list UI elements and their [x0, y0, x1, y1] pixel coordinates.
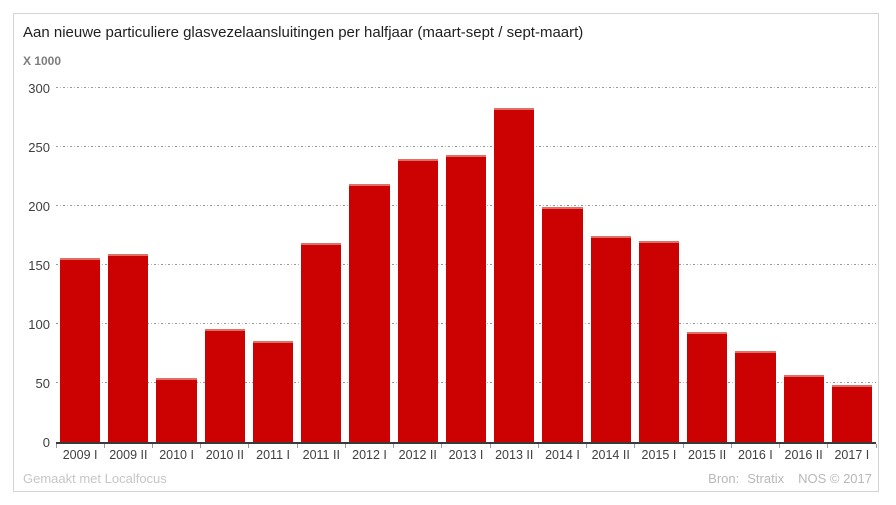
- y-tick-label: 50: [35, 376, 50, 391]
- gridline-250: [56, 145, 876, 147]
- y-tick-label: 0: [42, 435, 50, 450]
- axis-tick: [103, 444, 105, 448]
- y-tick-label: 100: [28, 316, 50, 332]
- axis-tick: [344, 444, 346, 448]
- axis-tick: [393, 444, 395, 448]
- x-tick-label: 2013 I: [448, 448, 484, 462]
- y-axis: 0 50 100 150 200 250 300: [14, 81, 50, 450]
- axis-tick: [151, 444, 153, 448]
- bar-slot: [394, 88, 442, 442]
- bar-slot: [731, 88, 779, 442]
- bar-2009-II[interactable]: [108, 254, 149, 442]
- bar-2013-II[interactable]: [494, 108, 535, 442]
- chart-widget: Aan nieuwe particuliere glasvezelaanslui…: [13, 13, 879, 492]
- axis-tick: [55, 444, 57, 448]
- y-tick-label: 150: [28, 258, 50, 273]
- axis-tick: [682, 444, 684, 448]
- bar-slot: [345, 88, 393, 442]
- x-tick-label: 2015 II: [688, 448, 727, 462]
- x-tick-label: 2009 II: [109, 448, 148, 462]
- x-tick-label: 2010 II: [205, 448, 244, 462]
- plot-area: [55, 87, 877, 448]
- x-tick-label: 2012 II: [398, 448, 437, 462]
- bar-series: [56, 88, 876, 442]
- x-tick-label: 2014 II: [591, 448, 630, 462]
- axis-tick: [441, 444, 443, 448]
- bar-slot: [442, 88, 490, 442]
- footer-source: Bron: Stratix NOS © 2017: [708, 471, 872, 486]
- x-tick-label: 2011 I: [256, 448, 290, 462]
- gridline-300: [56, 87, 876, 88]
- footer-credit: Gemaakt met Localfocus: [23, 471, 167, 486]
- x-tick-label: 2014 I: [545, 448, 580, 462]
- bar-2009-I[interactable]: [60, 257, 101, 442]
- axis-tick: [827, 444, 829, 448]
- x-tick-label: 2016 II: [784, 448, 823, 462]
- x-tick-label: 2011 II: [302, 448, 340, 462]
- x-tick-label: 2016 I: [738, 448, 773, 462]
- axis-tick: [586, 444, 588, 448]
- axis-tick: [248, 444, 250, 448]
- axis-tick: [730, 444, 732, 448]
- bar-2015-II[interactable]: [687, 332, 728, 442]
- chart-title: Aan nieuwe particuliere glasvezelaanslui…: [23, 24, 584, 41]
- axis-tick: [200, 444, 202, 448]
- x-tick-label: 2013 II: [495, 448, 534, 462]
- y-tick-label: 200: [28, 198, 50, 214]
- axis-tick: [634, 444, 636, 448]
- bar-2017-I[interactable]: [831, 385, 872, 442]
- bar-slot: [104, 88, 152, 442]
- axis-tick: [875, 444, 877, 448]
- bar-2011-II[interactable]: [301, 242, 342, 442]
- bar-slot: [780, 88, 828, 442]
- x-axis: 2009 I 2009 II 2010 I 2010 II 2011 I 2011 II 2…: [56, 448, 876, 462]
- axis-tick: [537, 444, 539, 448]
- bar-2010-I[interactable]: [156, 378, 197, 442]
- bar-2014-I[interactable]: [542, 207, 583, 442]
- y-tick-label: 250: [28, 139, 50, 155]
- bar-slot: [828, 88, 876, 442]
- axis-tick: [779, 444, 781, 448]
- source-value: Stratix: [747, 471, 785, 486]
- bar-slot: [249, 88, 297, 442]
- bar-2016-II[interactable]: [783, 374, 824, 442]
- axis-tick: [296, 444, 298, 448]
- bar-slot: [490, 88, 538, 442]
- bar-2014-II[interactable]: [590, 235, 631, 442]
- bar-2016-I[interactable]: [735, 351, 776, 442]
- copyright: NOS © 2017: [798, 471, 872, 486]
- bar-slot: [538, 88, 586, 442]
- bar-slot: [56, 88, 104, 442]
- x-tick-label: 2009 I: [62, 448, 98, 462]
- bar-2012-II[interactable]: [397, 158, 438, 442]
- source-label: Bron:: [708, 471, 740, 486]
- bar-slot: [635, 88, 683, 442]
- axis-tick: [489, 444, 491, 448]
- y-tick-label: 300: [28, 81, 50, 96]
- bar-slot: [152, 88, 200, 442]
- bar-slot: [587, 88, 635, 442]
- x-tick-label: 2015 I: [641, 448, 677, 462]
- bar-2015-I[interactable]: [638, 241, 680, 442]
- bar-slot: [297, 88, 345, 442]
- bar-2012-I[interactable]: [349, 183, 390, 442]
- x-tick-label: 2017 I: [834, 448, 870, 462]
- bar-slot: [683, 88, 731, 442]
- bar-2010-II[interactable]: [204, 328, 245, 442]
- unit-label: X 1000: [23, 54, 62, 68]
- bar-2013-I[interactable]: [445, 155, 487, 442]
- x-tick-label: 2010 I: [159, 448, 194, 462]
- bar-slot: [201, 88, 249, 442]
- x-tick-label: 2012 I: [352, 448, 387, 462]
- bar-2011-I[interactable]: [252, 340, 294, 442]
